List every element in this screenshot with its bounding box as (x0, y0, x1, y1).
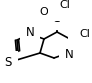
Text: N: N (26, 26, 34, 40)
Text: S: S (4, 57, 12, 69)
Text: N: N (65, 47, 73, 61)
Text: Cl: Cl (60, 0, 70, 10)
Text: O: O (40, 7, 48, 17)
Text: Cl: Cl (80, 29, 90, 39)
Text: O: O (66, 7, 74, 17)
Text: S: S (53, 12, 61, 24)
